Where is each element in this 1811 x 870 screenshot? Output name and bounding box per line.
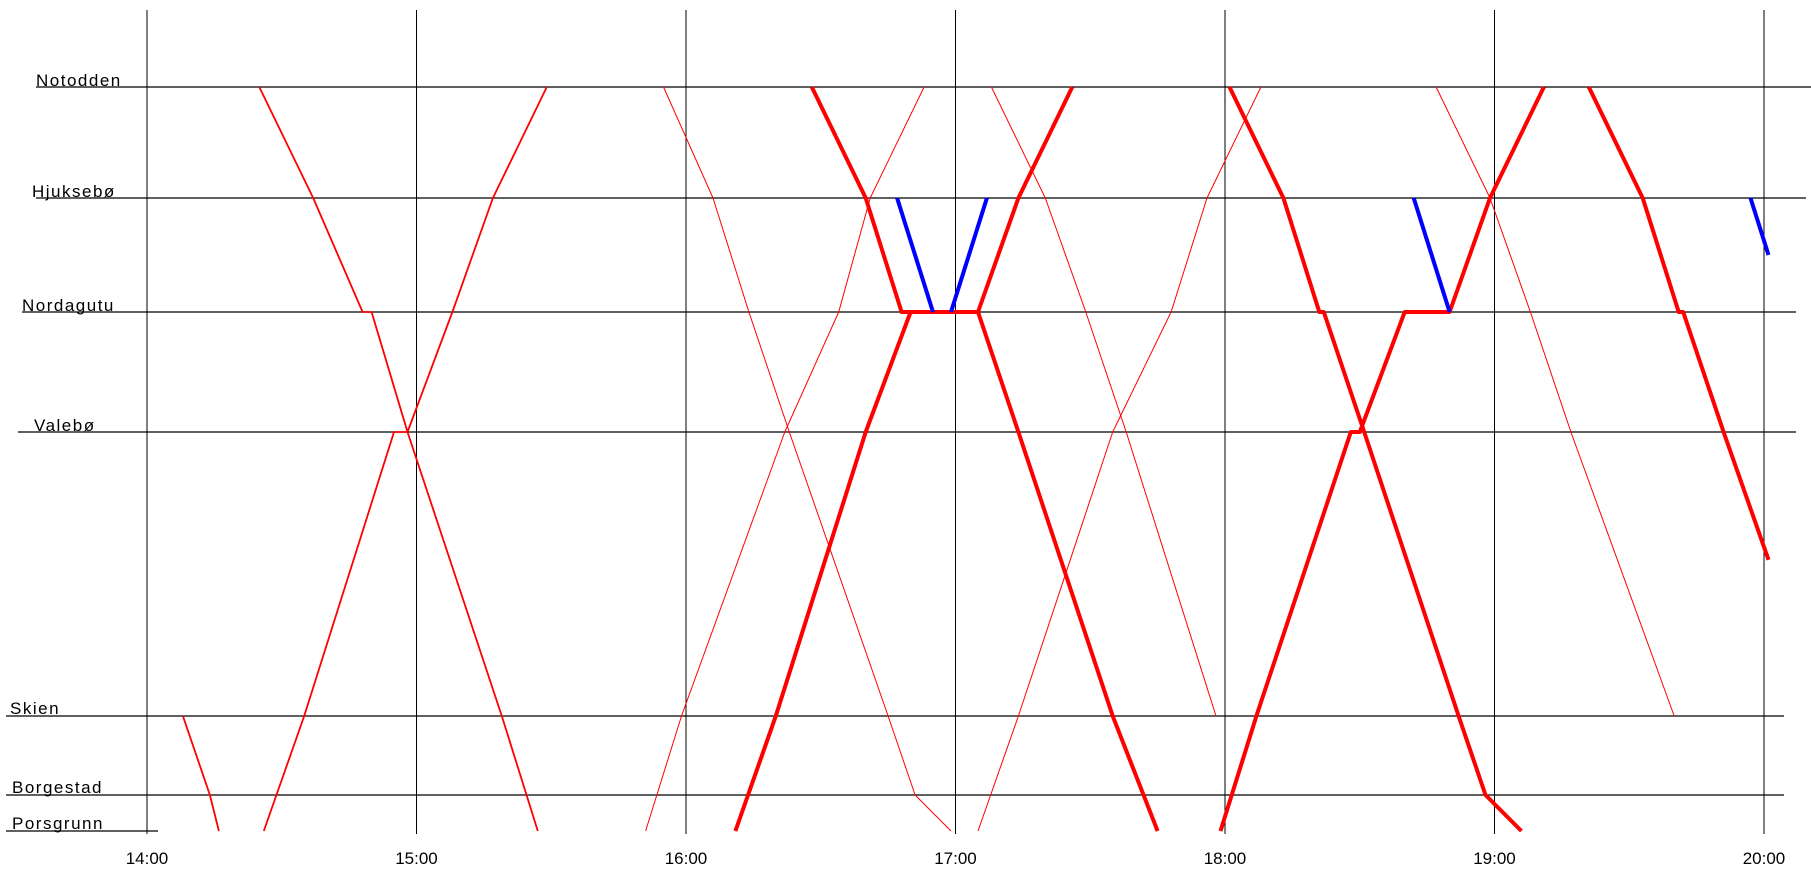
train-path-6 bbox=[990, 86, 1217, 717]
train-path-16 bbox=[1411, 197, 1452, 313]
train-path-15 bbox=[949, 197, 989, 313]
x-tick-label: 17:00 bbox=[934, 849, 977, 868]
station-label-hjuksebø: Hjuksebø bbox=[32, 182, 116, 201]
x-tick-labels: 14:00 15:00 16:00 17:00 18:00 19:00 20:00 bbox=[126, 849, 1786, 868]
x-tick-label: 20:00 bbox=[1743, 849, 1786, 868]
train-paths bbox=[182, 86, 1771, 833]
station-label-nordagutu: Nordagutu bbox=[22, 296, 115, 315]
train-path-2 bbox=[262, 86, 548, 832]
x-tick-label: 15:00 bbox=[395, 849, 438, 868]
train-path-8 bbox=[1435, 86, 1675, 717]
station-label-notodden: Notodden bbox=[36, 71, 122, 90]
grid bbox=[6, 10, 1811, 834]
train-path-14 bbox=[895, 197, 935, 313]
train-path-5 bbox=[645, 86, 925, 832]
station-labels: Notodden Hjuksebø Nordagutu Valebø Skien Borg… bbox=[10, 71, 122, 833]
train-path-11 bbox=[1227, 86, 1523, 833]
train-path-13 bbox=[1587, 86, 1771, 561]
x-tick-label: 16:00 bbox=[665, 849, 708, 868]
train-path-7 bbox=[977, 86, 1262, 832]
train-path-10 bbox=[733, 86, 1075, 832]
train-path-3 bbox=[182, 715, 220, 832]
station-label-porsgrunn: Porsgrunn bbox=[12, 814, 104, 833]
train-path-4 bbox=[663, 86, 952, 832]
train-path-1 bbox=[258, 86, 539, 832]
x-tick-label: 14:00 bbox=[126, 849, 169, 868]
x-tick-label: 18:00 bbox=[1204, 849, 1247, 868]
station-label-skien: Skien bbox=[10, 699, 60, 718]
x-tick-label: 19:00 bbox=[1473, 849, 1516, 868]
station-label-valebø: Valebø bbox=[34, 416, 96, 435]
train-path-12 bbox=[1218, 86, 1546, 832]
station-label-borgestad: Borgestad bbox=[12, 778, 103, 797]
train-path-17 bbox=[1748, 197, 1771, 256]
